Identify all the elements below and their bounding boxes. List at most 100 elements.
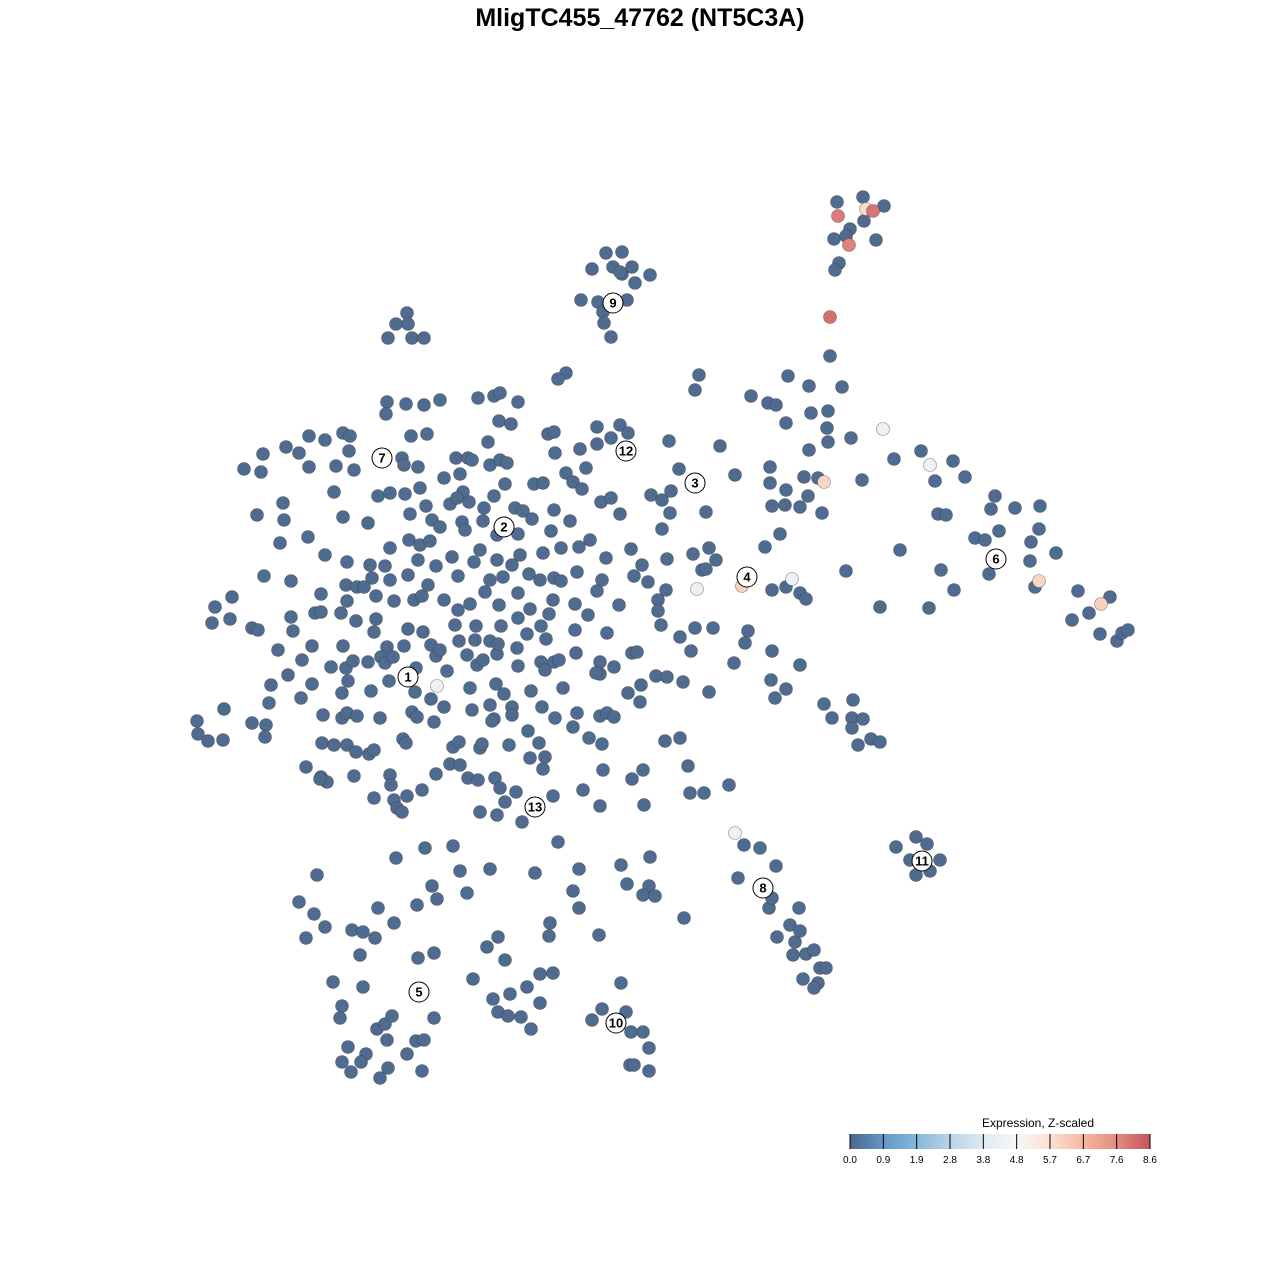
data-point [799,592,813,606]
data-point [380,395,394,409]
data-point [673,630,687,644]
data-point [702,541,716,555]
data-point [697,786,711,800]
data-point [271,643,285,657]
data-point [429,559,443,573]
data-point [489,677,503,691]
data-point [583,533,597,547]
data-point [802,379,816,393]
data-point [764,673,778,687]
data-point [536,546,550,560]
data-point [589,666,603,680]
data-point [692,368,706,382]
data-point [324,660,338,674]
data-point [492,598,506,612]
data-point [356,925,370,939]
data-point [327,485,341,499]
data-point [395,805,409,819]
data-point [763,460,777,474]
data-point [778,498,792,512]
data-point [785,572,799,586]
data-point [532,736,546,750]
legend-tick-label: 2.8 [943,1155,957,1166]
data-point [483,862,497,876]
data-point [658,734,672,748]
data-point [768,691,782,705]
data-point [373,1071,387,1085]
data-point [642,1041,656,1055]
data-point [1065,613,1079,627]
data-point [341,1040,355,1054]
data-point [284,574,298,588]
data-point [513,548,527,562]
data-point [727,656,741,670]
data-point [400,789,414,803]
data-point [655,522,669,536]
data-point [295,653,309,667]
data-point [525,512,539,526]
data-point [958,470,972,484]
data-point [318,920,332,934]
data-point [245,716,259,730]
data-point [305,639,319,653]
data-point [538,750,552,764]
data-point [437,593,451,607]
data-point [699,505,713,519]
cluster-label: 5 [408,981,430,1003]
data-point [769,398,783,412]
data-point [984,502,998,516]
data-point [556,681,570,695]
data-point [299,760,313,774]
legend-tick-label: 4.8 [1010,1155,1024,1166]
data-point [505,708,519,722]
data-point [524,684,538,698]
cluster-label-marker [985,548,1007,570]
data-point [440,664,454,678]
data-point [276,496,290,510]
data-point [500,456,514,470]
data-point [433,643,447,657]
data-point [301,530,315,544]
data-point [335,1055,349,1069]
data-point [551,372,565,386]
data-point [327,738,341,752]
data-point [463,597,477,611]
data-point [547,425,561,439]
data-point [934,563,948,577]
data-point [604,431,618,445]
data-point [823,349,837,363]
data-point [477,501,491,515]
data-point [655,493,669,507]
color-legend: Expression, Z-scaled 0.0 0.9 1.9 2.8 3.8 4.8 5… [843,1116,1157,1166]
data-point [492,414,506,428]
data-point [978,533,992,547]
data-point [378,559,392,573]
data-point [544,524,558,538]
cluster-label-text: 1 [404,670,411,685]
data-point [686,547,700,561]
data-point [543,916,557,930]
data-point [554,574,568,588]
data-point [469,619,483,633]
data-point [411,460,425,474]
data-point [792,901,806,915]
data-point [928,474,942,488]
data-point [329,459,343,473]
data-point [817,697,831,711]
data-point [914,444,928,458]
data-point [417,331,431,345]
data-point [856,190,870,204]
data-point [481,435,495,449]
data-point [614,976,628,990]
data-point [1023,554,1037,568]
data-point [635,558,649,572]
data-point [463,681,477,695]
data-point [357,580,371,594]
data-point [572,540,586,554]
data-point [539,632,553,646]
data-point [419,499,433,513]
data-point [563,514,577,528]
data-point [651,604,665,618]
data-point [433,520,447,534]
data-point [310,868,324,882]
